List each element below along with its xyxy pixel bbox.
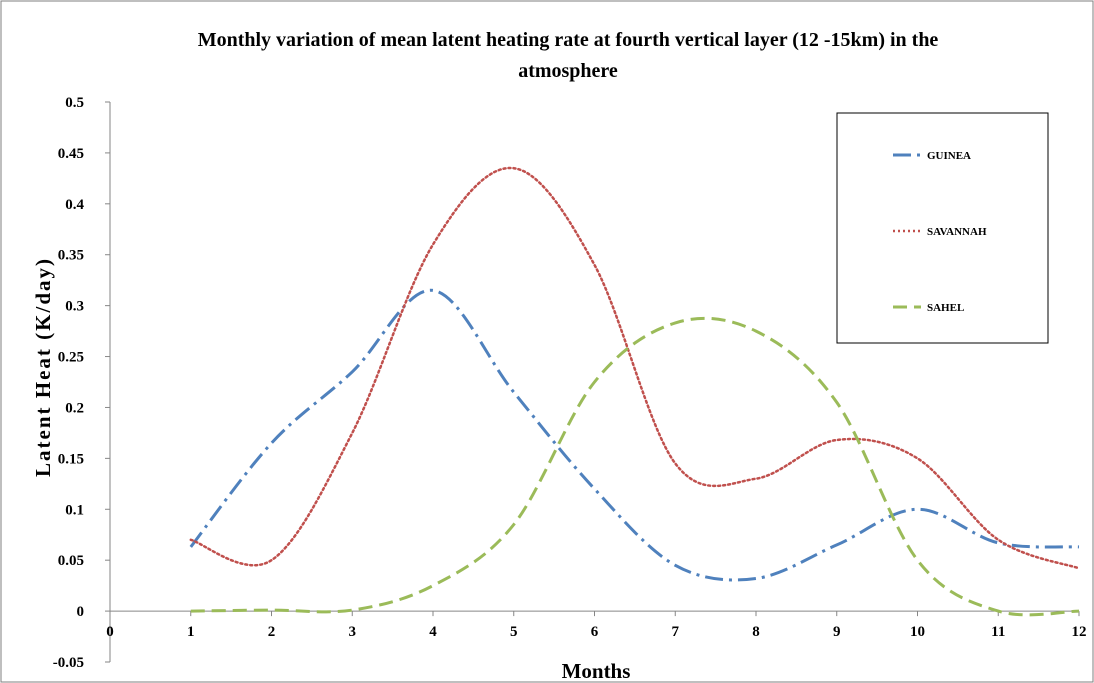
x-tick-label: 12 (1072, 624, 1087, 640)
tick-labels: -0.05 0 0.05 0.1 0.15 0.2 0.25 0.3 0.35 0.4 0.45 0.… (53, 95, 1087, 671)
y-tick-label: 0 (77, 604, 85, 620)
plot-area (189, 166, 1081, 617)
y-tick-label: 0.4 (65, 197, 84, 213)
x-tick-label: 6 (591, 624, 599, 640)
x-tick-label: 4 (429, 624, 437, 640)
x-tick-label: 8 (752, 624, 760, 640)
y-tick-label: 0.3 (65, 299, 84, 315)
x-tick-label: 2 (268, 624, 276, 640)
legend: GUINEA SAVANNAH SAHEL (836, 112, 1049, 344)
x-tick-label: 0 (106, 624, 114, 640)
series-line-sahel (190, 316, 1080, 617)
y-tick-label: 0.15 (58, 451, 84, 467)
chart-title-line-2: atmosphere (518, 60, 618, 82)
axes (105, 101, 1080, 663)
x-tick-label: 3 (349, 624, 357, 640)
x-tick-label: 5 (510, 624, 518, 640)
y-tick-label: 0.5 (65, 95, 84, 111)
y-axis-title: Latent Heat (K/day) (31, 257, 55, 477)
y-tick-label: 0.25 (58, 350, 84, 366)
y-tick-label: 0.1 (65, 502, 84, 518)
x-tick-label: 7 (672, 624, 680, 640)
legend-label-savannah: SAVANNAH (927, 226, 987, 238)
legend-label-sahel: SAHEL (927, 302, 964, 314)
x-tick-label: 1 (187, 624, 195, 640)
x-tick-label: 10 (910, 624, 925, 640)
x-axis-title: Months (562, 659, 631, 683)
y-tick-label: 0.05 (58, 553, 84, 569)
legend-box (836, 112, 1049, 344)
legend-label-guinea: GUINEA (927, 150, 971, 162)
series-line-savannah (189, 166, 1081, 570)
y-tick-label: 0.45 (58, 146, 84, 162)
y-tick-label: 0.35 (58, 248, 84, 264)
x-tick-label: 9 (833, 624, 841, 640)
y-tick-label: -0.05 (53, 655, 84, 671)
y-tick-label: 0.2 (65, 400, 84, 416)
x-tick-label: 11 (991, 624, 1005, 640)
chart-title-line-1: Monthly variation of mean latent heating… (198, 29, 939, 51)
